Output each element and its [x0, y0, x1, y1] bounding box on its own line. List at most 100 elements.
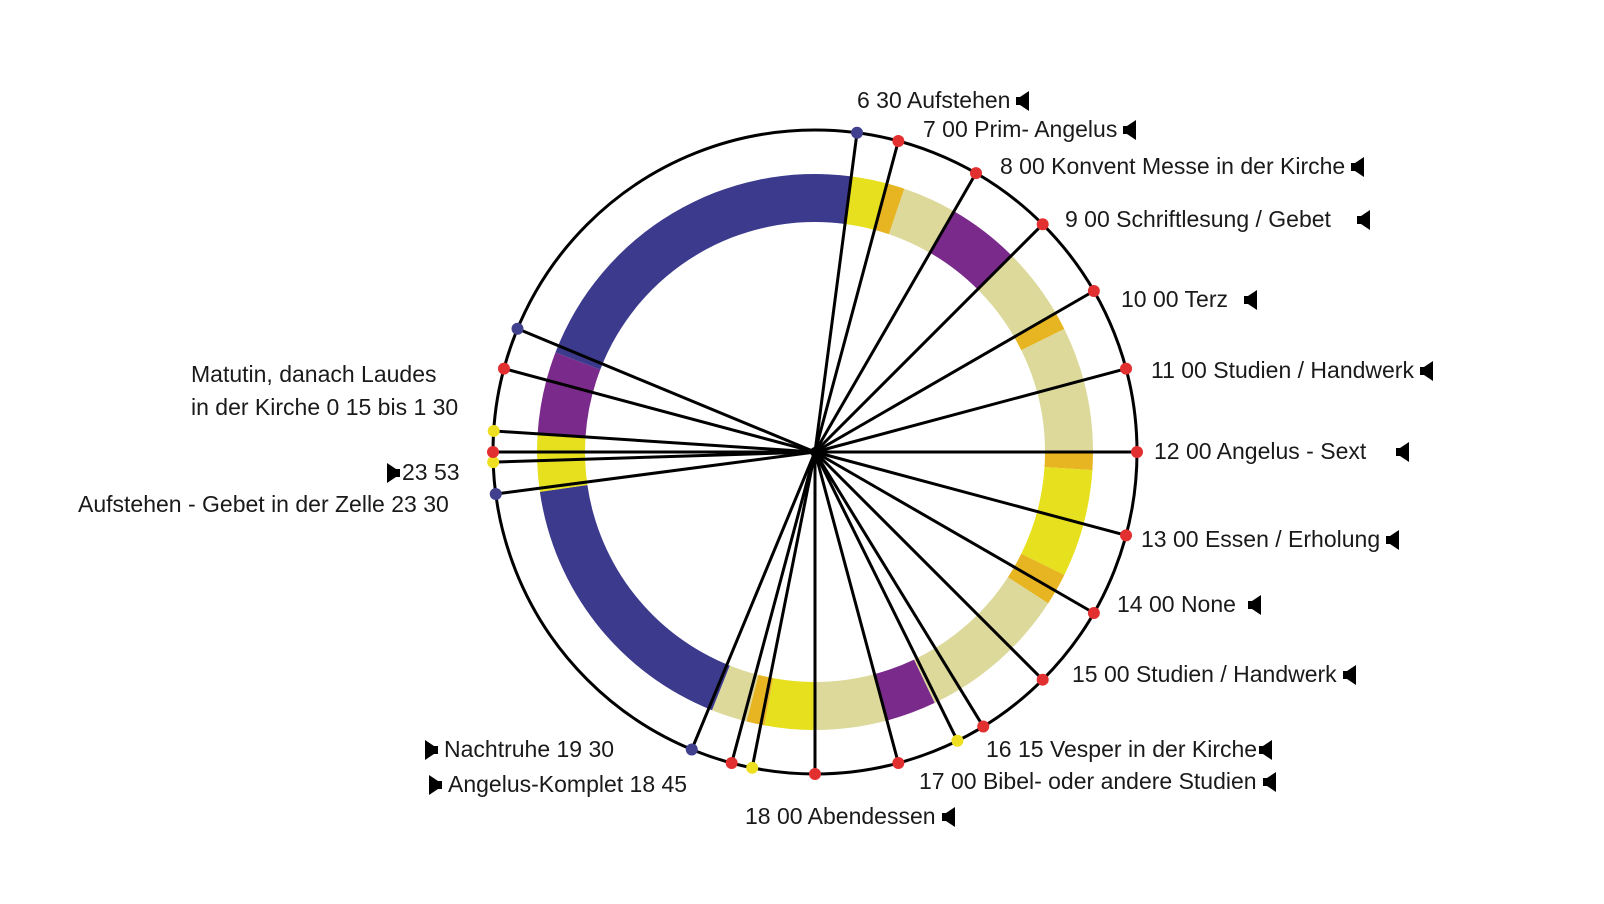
hour-marker-dot[interactable] — [1036, 673, 1049, 686]
ring-segment-yellow — [845, 176, 887, 230]
label-text: 13 00 Essen / Erholung — [1141, 526, 1381, 552]
label-0800: 8 00 Konvent Messe in der Kirche — [1000, 153, 1365, 179]
speaker-icon[interactable] — [428, 775, 442, 795]
hour-marker-dot[interactable] — [685, 743, 698, 756]
ring-segment-blue — [539, 485, 730, 711]
speaker-icon[interactable] — [1262, 772, 1277, 792]
label-1700: 17 00 Bibel- oder andere Studien — [919, 768, 1277, 794]
label-1615: 16 15 Vesper in der Kirche — [986, 736, 1273, 762]
label-text: 16 15 Vesper in der Kirche — [986, 736, 1258, 762]
label-1930: Nachtruhe 19 30 — [424, 736, 614, 762]
speaker-icon[interactable] — [1259, 740, 1273, 760]
spoke-line — [813, 132, 859, 453]
speaker-icon[interactable] — [424, 740, 438, 760]
ring-segment-blue — [555, 174, 852, 370]
hour-marker-dot[interactable] — [851, 126, 864, 139]
center-hub — [810, 447, 820, 457]
ring-segment-orange — [746, 674, 774, 726]
hour-marker-dot[interactable] — [511, 322, 524, 335]
label-text: 11 00 Studien / Handwerk — [1151, 357, 1414, 383]
hour-marker-dot[interactable] — [809, 768, 821, 780]
hour-marker-dot[interactable] — [746, 761, 759, 774]
speaker-icon[interactable] — [1356, 210, 1371, 230]
spoke-line — [690, 451, 817, 751]
label-text: 15 00 Studien / Handwerk — [1072, 661, 1337, 687]
label-text: 14 00 None — [1117, 591, 1236, 617]
ring-segment-khaki — [815, 674, 887, 730]
speaker-icon[interactable] — [1016, 91, 1030, 111]
speaker-icon[interactable] — [1386, 530, 1400, 550]
speaker-icon[interactable] — [1351, 157, 1365, 177]
ring-segment-khaki — [1021, 329, 1093, 452]
hour-marker-dot[interactable] — [892, 757, 905, 770]
spoke-line — [813, 223, 1044, 454]
speaker-icon[interactable] — [1342, 665, 1357, 685]
label-text: 23 53 — [402, 459, 460, 485]
label-2353: 23 53 — [386, 459, 460, 485]
ring-segment-orange — [1044, 452, 1093, 471]
spoke-line — [813, 451, 985, 728]
label-1500: 15 00 Studien / Handwerk — [1072, 661, 1357, 687]
label-text: Aufstehen - Gebet in der Zelle 23 30 — [78, 491, 449, 517]
spoke-line — [503, 367, 816, 454]
label-text: 10 00 Terz — [1121, 286, 1228, 312]
ring-segment-purple — [874, 659, 935, 721]
label-0700: 7 00 Prim- Angelus — [923, 116, 1137, 142]
label-text: 12 00 Angelus - Sext — [1154, 438, 1367, 464]
speaker-icon[interactable] — [1243, 290, 1258, 310]
label-1100: 11 00 Studien / Handwerk — [1151, 357, 1434, 383]
label-matutin-line2: in der Kirche 0 15 bis 1 30 — [191, 394, 458, 420]
hour-marker-dot[interactable] — [951, 734, 964, 747]
label-1800: 18 00 Abendessen — [745, 803, 956, 829]
hour-marker-dot[interactable] — [489, 488, 502, 501]
spoke-line — [495, 450, 816, 496]
label-text: 6 30 Aufstehen — [857, 87, 1011, 113]
ring-segment-purple — [930, 211, 1012, 290]
spoke-line — [813, 450, 1044, 681]
spoke-line — [814, 450, 1095, 615]
hour-marker-dot[interactable] — [977, 720, 990, 733]
ring-segment-yellow — [536, 433, 588, 492]
label-text: Matutin, danach Laudes — [191, 361, 437, 387]
spoke-line — [516, 327, 816, 454]
hour-markers — [487, 126, 1143, 780]
speaker-icon[interactable] — [1247, 595, 1262, 615]
ring-segment-orange — [1014, 313, 1065, 351]
spoke-line — [493, 450, 816, 464]
speaker-icon[interactable] — [941, 807, 956, 827]
hour-marker-dot[interactable] — [487, 424, 500, 437]
hour-marker-dot[interactable] — [1120, 362, 1133, 375]
schedule-ring — [536, 174, 1093, 730]
label-text: 9 00 Schriftlesung / Gebet — [1065, 206, 1331, 232]
hour-marker-dot[interactable] — [487, 446, 499, 458]
label-text: 7 00 Prim- Angelus — [923, 116, 1118, 142]
speaker-icon[interactable] — [386, 463, 400, 483]
label-text: Nachtruhe 19 30 — [444, 736, 615, 762]
hour-marker-dot[interactable] — [497, 362, 510, 375]
label-1200: 12 00 Angelus - Sext — [1154, 438, 1410, 464]
ring-segment-khaki — [914, 577, 1049, 703]
hour-marker-dot[interactable] — [970, 167, 982, 180]
speaker-icon[interactable] — [1419, 361, 1434, 381]
label-text: Angelus-Komplet 18 45 — [448, 771, 688, 797]
hour-marker-dot[interactable] — [1131, 446, 1143, 458]
ring-segment-orange — [874, 183, 905, 235]
hour-marker-dot[interactable] — [1087, 607, 1100, 619]
hour-marker-dot[interactable] — [1036, 218, 1049, 231]
speaker-icon[interactable] — [1123, 120, 1137, 140]
hour-marker-dot[interactable] — [1120, 529, 1133, 542]
hour-spokes — [493, 132, 1137, 774]
label-1000: 10 00 Terz — [1121, 286, 1258, 312]
hour-marker-dot[interactable] — [725, 757, 738, 770]
spoke-line — [814, 367, 1127, 454]
hour-marker-dot[interactable] — [892, 134, 905, 147]
spoke-line — [814, 450, 1127, 537]
hour-marker-dot[interactable] — [1087, 285, 1100, 297]
ring-segment-yellow — [1021, 467, 1093, 575]
spoke-line — [813, 140, 900, 453]
speaker-icon[interactable] — [1396, 442, 1410, 462]
spoke-line — [813, 172, 978, 453]
spoke-line — [813, 451, 959, 742]
hour-marker-dot[interactable] — [487, 456, 500, 469]
